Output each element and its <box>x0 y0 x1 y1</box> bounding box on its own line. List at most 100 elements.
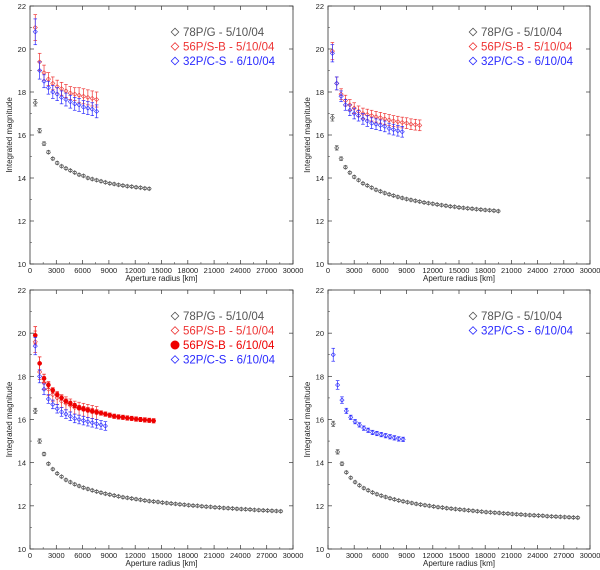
x-tick-label: 21000 <box>204 551 225 560</box>
legend-entry: 32P/C-S - 6/10/04 <box>481 326 574 338</box>
legend-entry: 56P/S-B - 5/10/04 <box>481 42 573 54</box>
data-point <box>37 361 42 366</box>
data-point <box>89 95 95 101</box>
legend-marker <box>170 340 180 350</box>
legend-marker <box>170 42 180 51</box>
data-point <box>518 511 524 517</box>
data-point <box>151 418 156 424</box>
data-point <box>509 511 515 517</box>
data-point <box>102 423 108 429</box>
data-point <box>343 408 349 414</box>
data-point <box>80 418 87 424</box>
series-1 <box>32 407 284 514</box>
data-point <box>360 116 366 122</box>
data-point <box>444 505 450 511</box>
data-point <box>273 508 279 514</box>
data-point <box>133 416 139 422</box>
data-point <box>404 196 410 202</box>
data-point <box>396 436 402 442</box>
x-tick-label: 0 <box>28 551 32 560</box>
legend-marker <box>170 56 180 66</box>
data-point <box>120 414 126 420</box>
x-tick-label: 9000 <box>398 551 415 560</box>
x-tick-label: 9000 <box>398 266 415 275</box>
data-point <box>487 509 493 515</box>
y-tick-label: 12 <box>316 502 324 511</box>
y-tick-label: 20 <box>316 329 324 338</box>
x-tick-label: 18000 <box>475 551 496 560</box>
x-tick-label: 6000 <box>372 266 389 275</box>
data-point <box>479 509 485 515</box>
chart-panel-1: 0 3000 6000 9000 12000 15000 18000 21000 24000 27… <box>5 2 303 283</box>
legend-marker <box>468 27 478 37</box>
data-point <box>85 486 91 492</box>
x-tick-label: 24000 <box>230 266 251 275</box>
legend-marker <box>170 355 180 364</box>
x-tick-label: 15000 <box>151 551 172 560</box>
data-point <box>129 184 135 190</box>
data-point <box>553 514 559 520</box>
data-point <box>98 490 104 496</box>
legend-entry: 32P/C-S - 6/10/04 <box>183 355 276 367</box>
data-point <box>41 141 47 147</box>
data-point <box>32 343 38 349</box>
data-point <box>330 421 336 427</box>
y-tick-label: 10 <box>316 545 324 554</box>
data-point <box>133 184 139 190</box>
data-point <box>81 406 86 412</box>
y-tick-label: 14 <box>316 459 324 468</box>
data-point <box>159 500 165 506</box>
data-point <box>378 493 384 499</box>
data-point <box>356 177 362 183</box>
data-point <box>59 398 65 404</box>
data-point <box>527 512 533 518</box>
data-point <box>482 207 488 213</box>
data-point <box>278 508 284 514</box>
data-point <box>387 495 393 501</box>
data-point <box>72 91 78 97</box>
x-tick-label: 27000 <box>256 266 277 275</box>
data-point <box>103 411 108 417</box>
data-point <box>439 505 445 511</box>
plot-frame <box>29 5 294 265</box>
data-point <box>461 507 467 513</box>
data-point <box>378 432 384 438</box>
data-point <box>412 122 418 128</box>
data-point <box>50 466 56 472</box>
legend: 78P/G - 5/10/04 56P/S-B - 5/10/04 56P/S-B … <box>170 311 276 367</box>
data-point <box>335 382 341 388</box>
x-tick-label: 18000 <box>177 266 198 275</box>
data-point <box>72 170 78 176</box>
data-point <box>562 514 568 520</box>
data-point <box>221 505 227 511</box>
data-point <box>456 204 462 210</box>
y-tick-label: 14 <box>316 174 324 183</box>
data-point <box>32 100 38 106</box>
data-point <box>531 512 537 518</box>
data-point <box>400 498 406 504</box>
data-point <box>460 205 466 211</box>
data-point <box>544 513 550 519</box>
data-point <box>478 207 484 213</box>
data-point <box>387 434 393 440</box>
data-point <box>85 407 91 413</box>
data-point <box>102 179 108 185</box>
data-point <box>155 499 161 505</box>
data-point <box>111 492 117 498</box>
y-axis-label: Integrated magnitude <box>303 97 312 173</box>
data-point <box>390 127 397 133</box>
x-tick-label: 0 <box>326 551 330 560</box>
data-point <box>59 163 65 169</box>
data-point <box>575 515 581 521</box>
data-point <box>399 129 405 135</box>
data-point <box>465 205 471 211</box>
data-point <box>37 128 43 134</box>
data-point <box>63 97 69 103</box>
x-tick-label: 12000 <box>125 266 146 275</box>
data-point <box>50 89 56 95</box>
legend-marker <box>468 42 478 51</box>
data-point <box>229 505 236 511</box>
data-point <box>54 406 60 412</box>
data-point <box>390 193 397 199</box>
data-point <box>422 502 428 508</box>
